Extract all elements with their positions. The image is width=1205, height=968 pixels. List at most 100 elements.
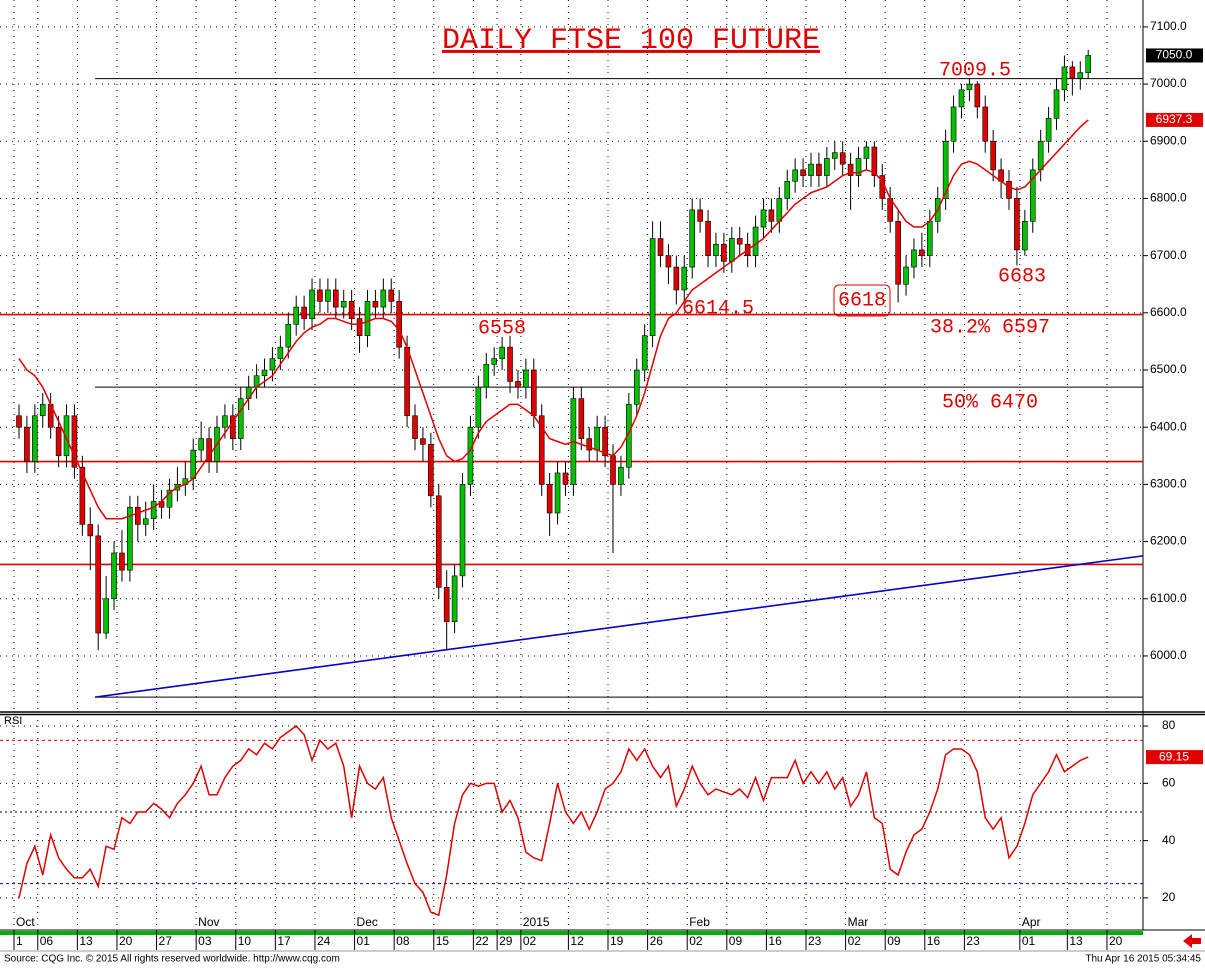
candle-body [293,306,300,325]
y-tick-label: 6700.0 [1150,248,1187,262]
x-tick-label: 20 [1109,934,1123,948]
y-tick-label: 6200.0 [1150,534,1187,548]
candle-body [641,335,648,371]
y-tick-label: 80 [1162,718,1176,732]
candle-body [325,289,331,302]
month-label: Mar [848,915,869,929]
x-tick-label: 16 [927,934,941,948]
candle-body [483,363,490,388]
candle-body [1022,221,1028,251]
last-ma-label: 6937.3 [1156,112,1193,126]
annotation: 7009.5 [939,59,1011,82]
candle-body [538,415,545,485]
candle-body [618,466,624,485]
x-tick-label: 02 [689,934,703,948]
annotation: 50% 6470 [942,391,1038,414]
y-tick-label: 7000.0 [1150,76,1187,90]
candle-body [380,289,387,308]
candle-body [594,426,600,451]
candle-body [404,346,410,417]
x-tick-label: 06 [40,934,54,948]
candle-body [127,506,133,571]
month-label: Apr [1022,915,1041,929]
candle-body [760,209,767,228]
candle-body [626,404,632,468]
candle-body [103,598,109,634]
y-tick-label: 6600.0 [1150,305,1187,319]
candle-body [657,238,664,256]
x-tick-label: 03 [198,934,212,948]
candle-body [451,575,458,622]
candle-body [919,249,925,256]
x-tick-label: 02 [523,934,537,948]
candle-body [388,289,395,302]
candle-body [71,415,78,468]
candle-body [467,426,474,485]
rsi-line [18,725,1089,917]
candle-body [713,243,719,256]
scroll-arrow[interactable] [1183,934,1201,948]
candle-body [340,301,347,308]
candle-body [301,306,307,319]
x-tick-label: 23 [966,934,980,948]
y-tick-label: 6500.0 [1150,362,1187,376]
last-ma-box [1146,112,1203,127]
candle-body [808,163,814,176]
candle-body [119,552,125,571]
y-tick-label: 6300.0 [1150,477,1187,491]
candle-body [428,444,434,497]
candle-body [768,209,775,222]
candle-body [348,301,355,319]
x-tick-label: 20 [119,934,133,948]
annotation: 6683 [998,265,1046,288]
y-tick-label: 6900.0 [1150,133,1187,147]
candle-body [966,83,973,91]
candle-body [1037,140,1044,171]
candle-body [523,369,529,388]
candle-body [166,489,173,508]
x-tick-label: 27 [159,934,173,948]
candle-body [847,163,854,176]
candle-body [950,106,957,142]
candle-body [198,438,204,451]
last-rsi-label: 69.15 [1159,749,1189,763]
candle-body [689,209,696,268]
candle-body [16,415,22,428]
candle-body [705,221,711,256]
candle-body [1014,198,1020,251]
x-tick-label: 23 [808,934,822,948]
candle-body [142,518,149,525]
candle-body [1029,169,1036,222]
candle-body [1053,89,1060,119]
candle-body [1006,180,1012,199]
candle-body [150,501,157,520]
candle-body [499,346,505,359]
candle-body [990,140,996,171]
candle-body [586,438,593,451]
candle-body [958,89,965,108]
y-tick-label: 20 [1162,890,1176,904]
candle-body [237,398,244,439]
candle-body [649,238,656,336]
month-label: Feb [689,915,710,929]
candle-body [79,466,86,525]
candle-body [515,381,521,388]
candle-body [261,369,268,377]
month-label: 2015 [523,915,550,929]
candle-body [871,146,878,176]
candle-body [824,158,830,176]
y-tick-label: 6000.0 [1150,648,1187,662]
x-tick-label: 29 [499,934,513,948]
candle-body [372,301,379,308]
candle-body [839,152,846,165]
candle-body [95,535,101,634]
candle-body [602,426,608,457]
candle-body [475,386,482,428]
candle-body [32,415,38,462]
candle-body [269,358,276,371]
candle-body [55,426,62,457]
footer-source: Source: CQG Inc. © 2015 All rights reser… [4,954,340,965]
annotation: 6618 [838,289,886,312]
rsi-label: RSI [4,715,22,727]
